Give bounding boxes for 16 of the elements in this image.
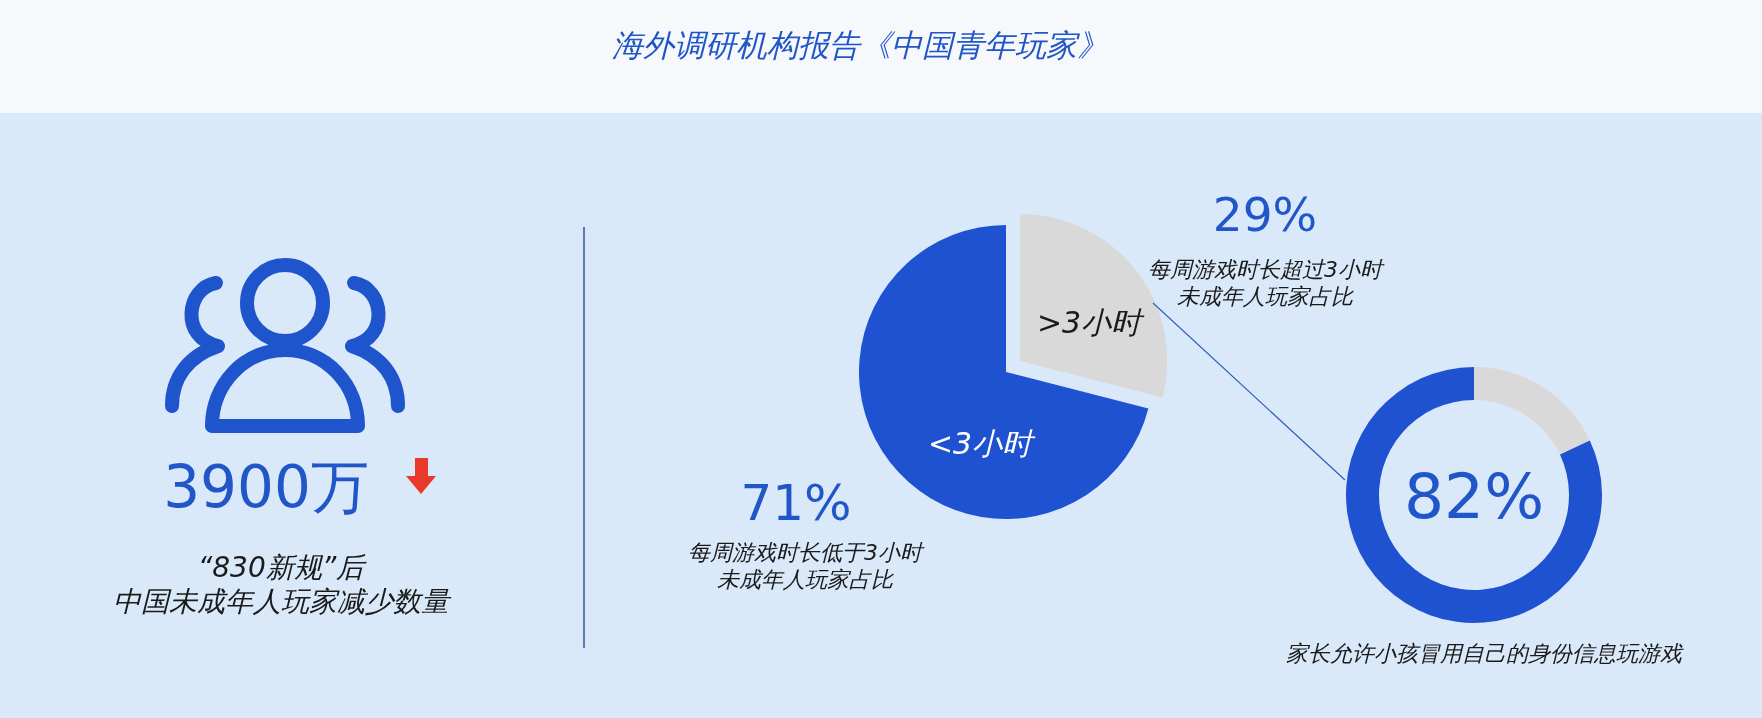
text: 中国未成年人玩家减少数量 [113, 585, 452, 619]
text: 海外调研机构报告《中国青年玩家》 [612, 27, 1108, 64]
donut-slice [1474, 367, 1590, 455]
text: 每周游戏时长超过3小时 [1148, 256, 1385, 282]
data-label: 29% [1212, 186, 1318, 242]
donut-slice [1346, 367, 1602, 623]
data-label: 82% [1403, 459, 1545, 533]
text: “830新规”后 [197, 551, 368, 585]
text: 未成年人玩家占比 [1177, 283, 1354, 309]
text: 家长允许小孩冒用自己的身份信息玩游戏 [1286, 640, 1684, 666]
text: 每周游戏时长低于3小时 [688, 539, 925, 565]
slice-label: >3小时 [1036, 304, 1146, 340]
slice-label: <3小时 [927, 425, 1037, 461]
text: 未成年人玩家占比 [717, 566, 894, 592]
data-label: 71% [740, 474, 852, 532]
text: 3900万 [163, 452, 369, 521]
